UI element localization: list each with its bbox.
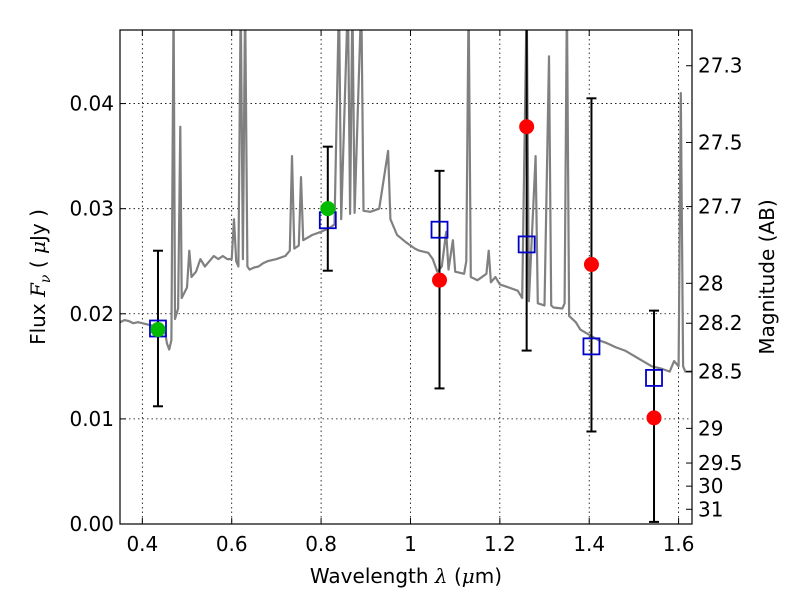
x-tick-label: 0.6 [216, 532, 248, 556]
y-tick-label: 0.04 [69, 92, 114, 116]
x-tick-label: 1.6 [663, 532, 695, 556]
model-band-square [430, 220, 449, 239]
x-tick-label: 0.8 [305, 532, 337, 556]
photometry-points [150, 119, 662, 426]
y2-tick-label: 27.3 [698, 54, 743, 78]
plot-frame [119, 29, 693, 525]
upper-limit-point [646, 410, 662, 426]
model-band-square [582, 337, 601, 356]
y-tick-label: 0.02 [69, 302, 114, 326]
detection-point [320, 201, 336, 217]
y2-tick-label: 28 [698, 271, 723, 295]
x-tick-label: 1 [404, 532, 417, 556]
plot-background [120, 30, 692, 524]
spectrum-line [120, 30, 692, 373]
upper-limit-point [432, 272, 448, 288]
y2-tick-label: 31 [698, 497, 723, 521]
data-layer [120, 30, 692, 523]
y2-tick-label: 29.5 [698, 451, 743, 475]
y2-tick-label: 29 [698, 416, 723, 440]
y2-tick-label: 27.5 [698, 130, 743, 154]
upper-limit-point [519, 119, 535, 135]
detection-point [150, 322, 166, 338]
y-tick-label: 0.03 [69, 197, 114, 221]
x-axis-ticks: 0.4 0.6 0.8 1 1.2 1.4 1.6 [126, 30, 695, 556]
y-axis-ticks: 0.00 0.01 0.02 0.03 0.04 [69, 92, 126, 536]
y2-tick-label: 28.2 [698, 311, 743, 335]
y2-tick-label: 28.5 [698, 360, 743, 384]
y-tick-label: 0.01 [69, 407, 114, 431]
y-tick-label: 0.00 [69, 512, 114, 536]
y2-tick-label: 30 [698, 474, 723, 498]
y-axis-label: Flux Fν ( μJy ) [26, 209, 54, 345]
y2-tick-label: 27.7 [698, 195, 743, 219]
y2-axis-label: Magnitude (AB) [755, 199, 779, 354]
x-tick-label: 1.4 [573, 532, 605, 556]
model-band-square [645, 369, 663, 387]
model-band-square [517, 235, 536, 254]
x-tick-label: 1.2 [484, 532, 516, 556]
x-tick-label: 0.4 [126, 532, 158, 556]
upper-limit-point [583, 256, 599, 272]
x-axis-label: Wavelength λ (μm) [310, 564, 502, 588]
